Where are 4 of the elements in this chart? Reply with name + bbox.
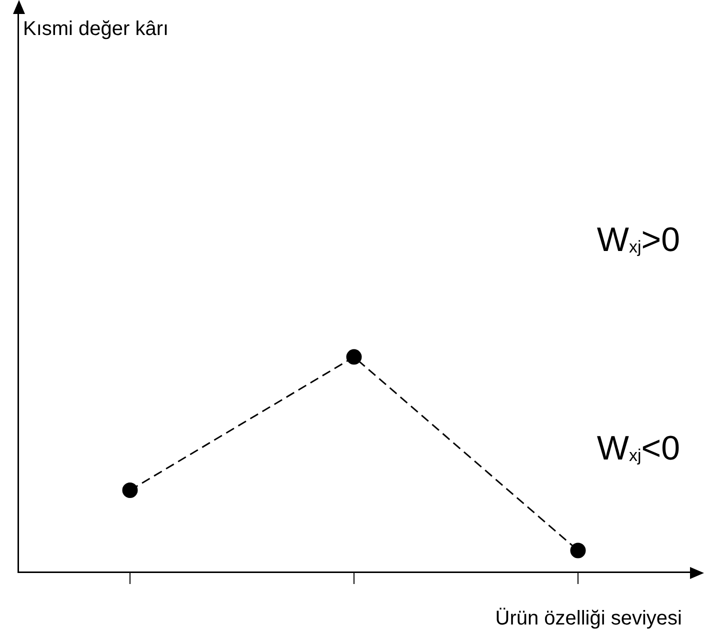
text: Kısmi değer kârı xyxy=(23,18,169,40)
text: Wxj>0 xyxy=(596,220,680,259)
annotation: Wxj<0 xyxy=(596,429,680,468)
x-axis-title: Ürün özelliği seviyesi xyxy=(495,608,682,630)
